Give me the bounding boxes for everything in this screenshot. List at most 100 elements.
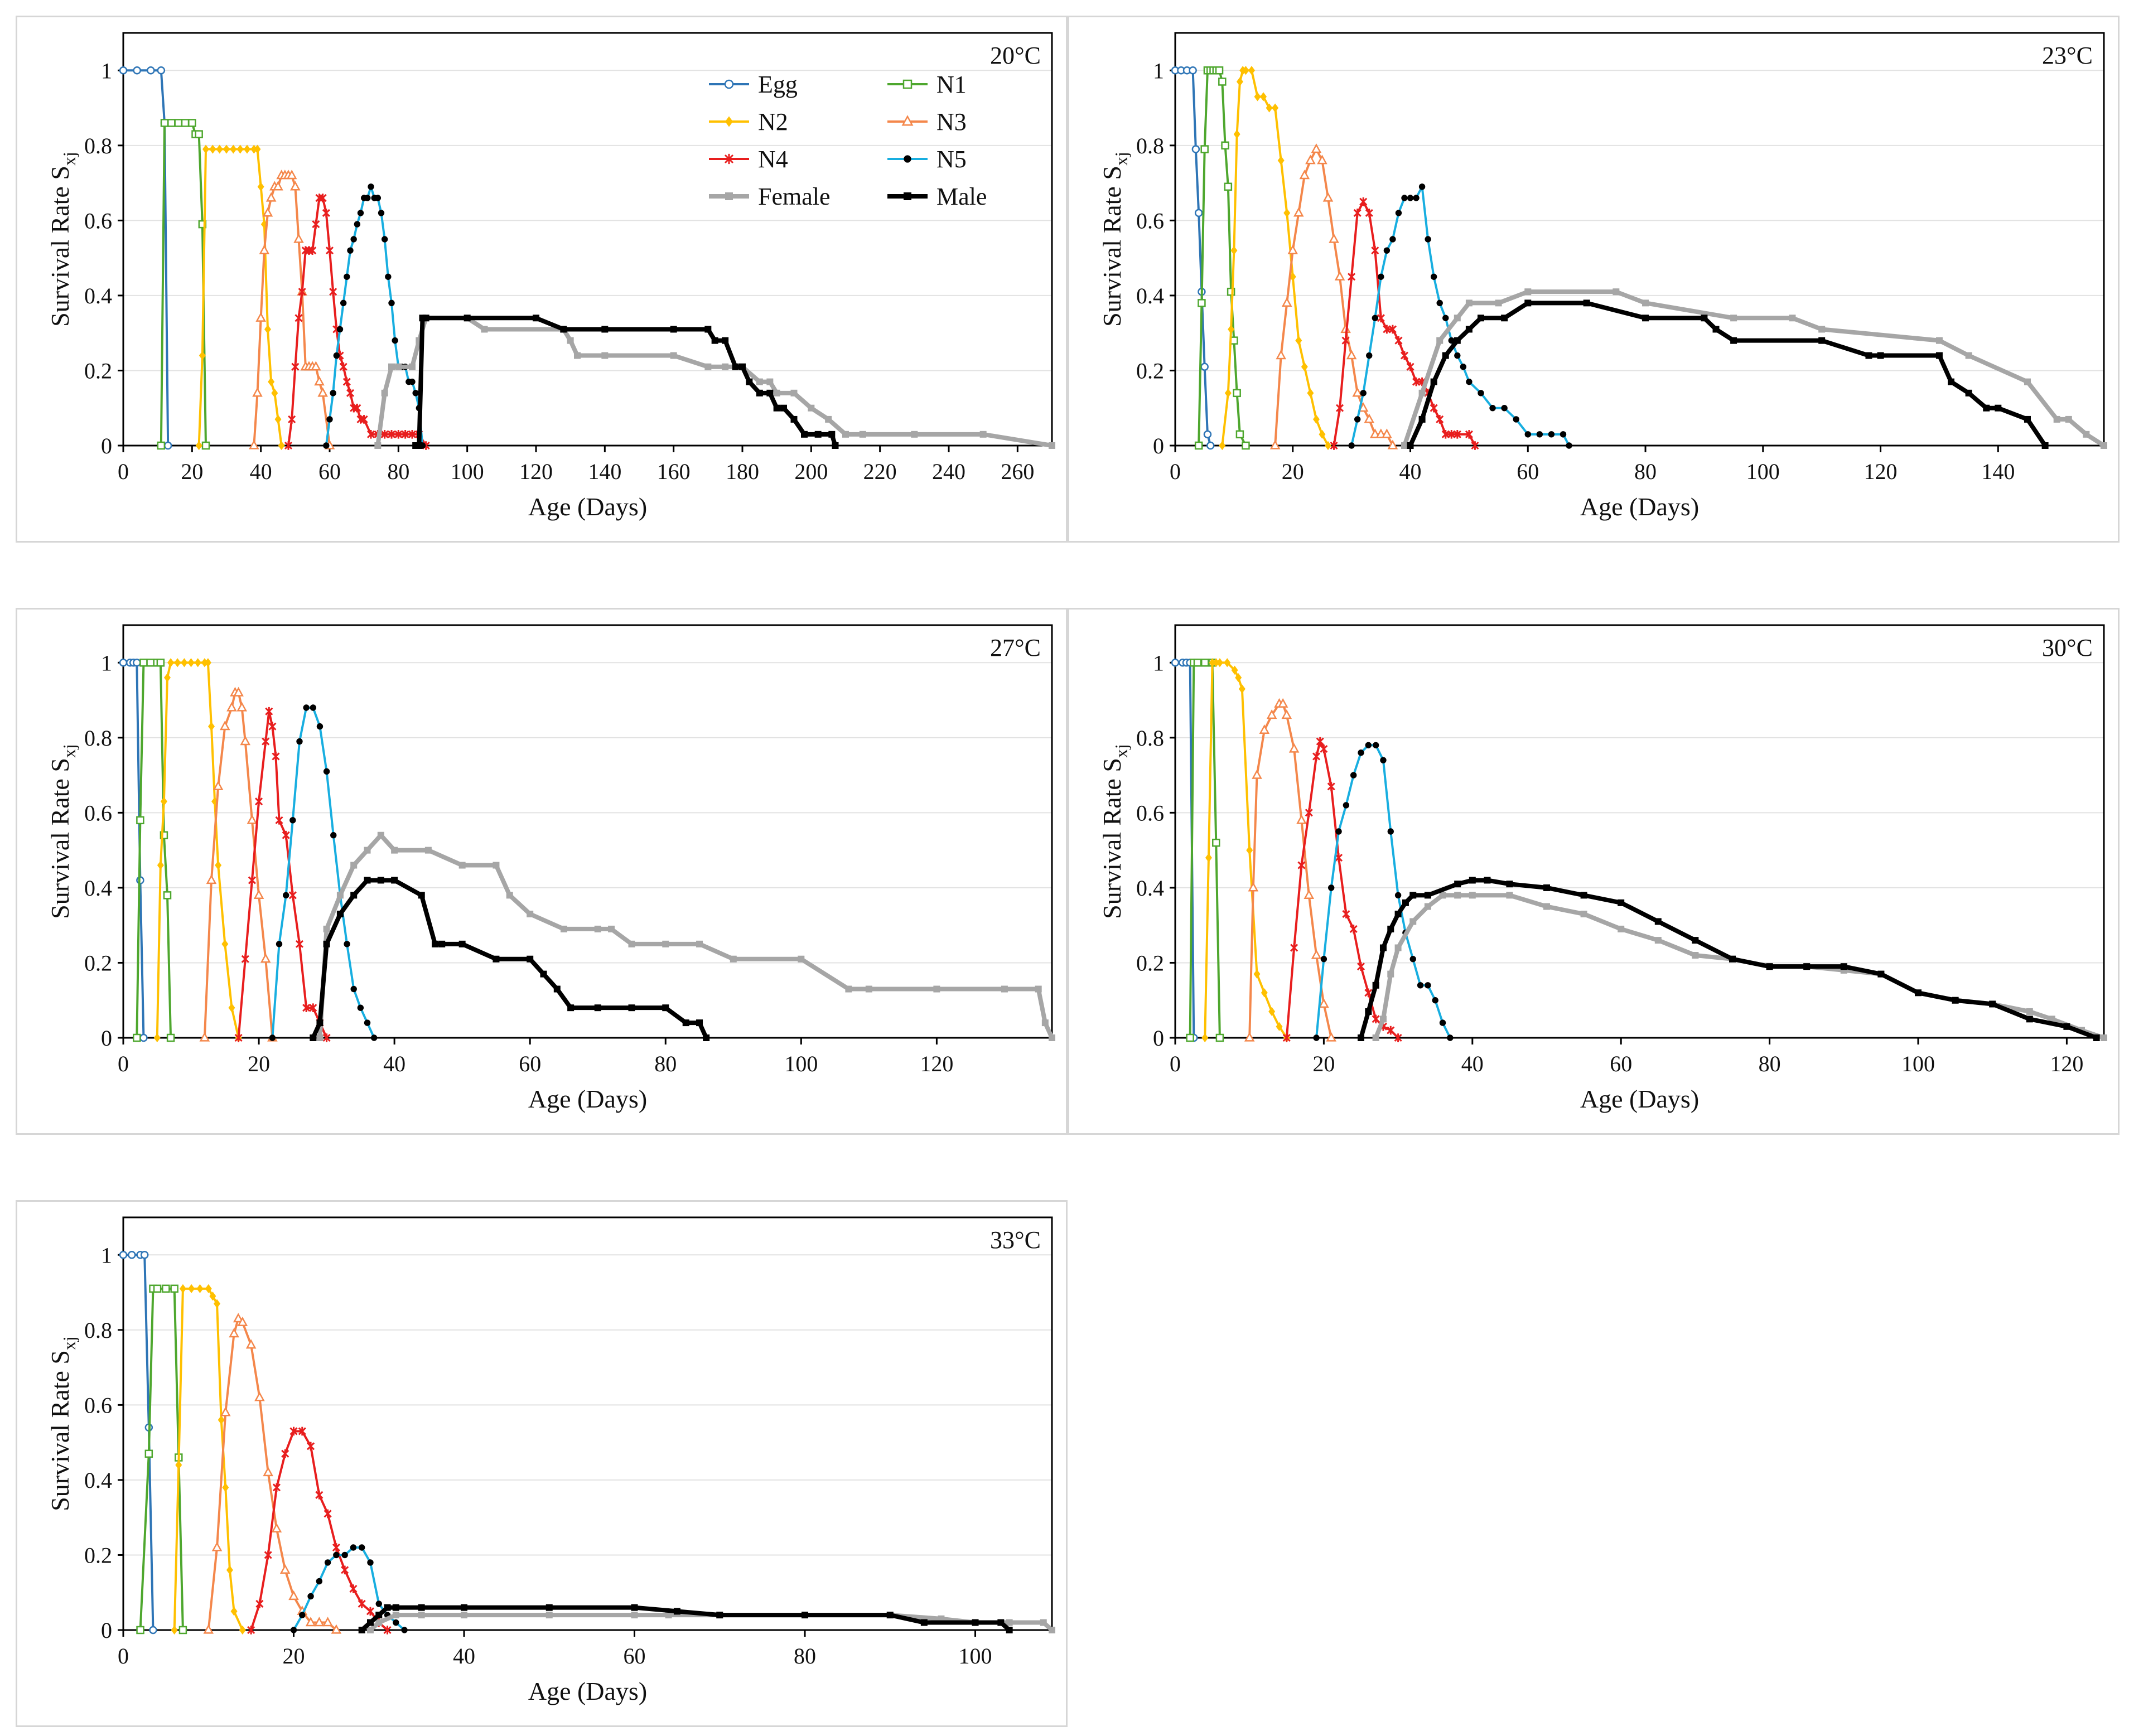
- x-tick-label: 100: [1746, 459, 1780, 484]
- y-tick-label: 1: [1153, 650, 1164, 675]
- data-point-male: [1965, 389, 1972, 396]
- data-point-female: [1654, 937, 1662, 944]
- data-point-n2: [1307, 388, 1314, 398]
- y-tick-label: 0.6: [84, 208, 112, 233]
- x-tick-label: 40: [383, 1051, 405, 1076]
- data-point-n4: [360, 415, 368, 424]
- data-point-female: [1469, 892, 1476, 899]
- data-point-n5: [1425, 236, 1431, 243]
- x-tick-label: 20: [248, 1051, 270, 1076]
- x-tick-label: 0: [118, 1643, 129, 1669]
- data-point-n2: [196, 1284, 204, 1293]
- legend-marker-n2: [725, 116, 733, 127]
- data-point-female: [1495, 299, 1502, 307]
- data-point-n5: [409, 378, 416, 385]
- y-tick-label: 0.4: [84, 876, 112, 901]
- chart-33c: 0 0.2 0.4 0.6 0.8 1 0 20 40 60 80 100 Age (Days) Surv…: [46, 1216, 1055, 1705]
- y-tick-label: 0.4: [84, 283, 112, 308]
- data-point-egg: [140, 1251, 149, 1259]
- data-point-male: [493, 955, 500, 963]
- series-line-female: [317, 833, 1054, 1039]
- series-line-male: [311, 878, 708, 1039]
- data-point-male: [662, 1004, 669, 1012]
- data-point-egg: [128, 1251, 136, 1259]
- data-point-n3: [1281, 709, 1292, 719]
- data-point-n2: [1231, 665, 1238, 675]
- data-point-female: [1049, 1034, 1055, 1041]
- data-point-egg: [147, 66, 155, 75]
- data-point-n2: [1253, 969, 1261, 979]
- y-tick-label: 0.8: [1136, 726, 1164, 751]
- data-point-n4: [255, 797, 263, 806]
- data-point-n5: [347, 247, 354, 254]
- data-point-n5: [307, 1593, 314, 1600]
- data-point-female: [670, 352, 677, 359]
- data-point-male: [1477, 315, 1484, 322]
- y-tick-label: 0: [101, 1026, 112, 1051]
- data-point-n5: [323, 442, 330, 449]
- data-point-male: [1712, 326, 1720, 333]
- data-point-n2: [223, 144, 230, 154]
- data-point-egg: [149, 1626, 157, 1635]
- data-point-female: [409, 363, 416, 370]
- data-point-n5: [364, 1019, 371, 1026]
- data-point-n3: [260, 953, 271, 963]
- series-n2: [171, 1284, 246, 1635]
- series-n1: [1194, 66, 1250, 450]
- data-point-male: [1524, 299, 1532, 307]
- y-tick-label: 0: [101, 1618, 112, 1643]
- data-point-n2: [204, 658, 211, 668]
- data-point-n1: [144, 1449, 153, 1458]
- data-point-n4: [282, 830, 290, 840]
- data-point-n3: [1299, 170, 1310, 180]
- series-n3: [199, 686, 278, 1042]
- x-tick-label: 100: [784, 1051, 818, 1076]
- series-line-n1: [139, 1287, 184, 1631]
- data-point-n4: [1305, 808, 1313, 818]
- data-point-female: [628, 940, 635, 947]
- data-point-n5: [290, 1627, 297, 1633]
- series-line-n3: [1248, 703, 1333, 1038]
- data-point-n2: [268, 377, 275, 386]
- data-point-n3: [271, 1522, 282, 1533]
- x-tick-label: 20: [1312, 1051, 1335, 1076]
- data-point-n2: [257, 182, 264, 191]
- data-point-female: [756, 378, 763, 385]
- series-n1: [157, 119, 210, 450]
- data-point-n5: [1378, 273, 1384, 280]
- data-point-n2: [1272, 103, 1279, 113]
- chart-panel-33c: 0 0.2 0.4 0.6 0.8 1 0 20 40 60 80 100 Age (Days) Surv…: [16, 1200, 1068, 1727]
- data-point-n1: [1221, 141, 1229, 150]
- data-point-n1: [163, 891, 172, 900]
- data-point-male: [920, 1619, 928, 1626]
- data-point-female: [2083, 431, 2090, 438]
- y-tick-label: 0.6: [84, 800, 112, 825]
- data-point-n5: [340, 299, 347, 307]
- data-point-n5: [1360, 390, 1367, 396]
- data-point-n2: [1236, 77, 1243, 86]
- data-point-n5: [1566, 442, 1572, 449]
- data-point-n5: [1313, 1034, 1320, 1041]
- data-point-female: [2048, 1016, 2055, 1023]
- data-point-female: [865, 985, 872, 993]
- x-tick-label: 80: [794, 1643, 816, 1669]
- data-point-female: [1465, 299, 1473, 307]
- data-point-n1: [166, 1033, 175, 1042]
- data-point-male: [601, 326, 609, 333]
- data-point-n3: [220, 1406, 231, 1416]
- data-point-n5: [1335, 828, 1342, 835]
- data-point-n2: [153, 1033, 161, 1043]
- data-point-female: [631, 1612, 638, 1619]
- data-point-male: [1877, 970, 1885, 978]
- data-point-male: [527, 955, 534, 963]
- data-point-n2: [1201, 1033, 1209, 1043]
- data-point-n5: [296, 738, 303, 745]
- data-point-female: [1789, 315, 1796, 322]
- series-male: [358, 1604, 1013, 1633]
- x-axis-title: Age (Days): [1580, 492, 1699, 521]
- y-tick-label: 0.4: [1136, 876, 1164, 901]
- data-point-n5: [282, 892, 289, 899]
- data-point-n5: [364, 195, 371, 201]
- data-point-female: [2101, 1034, 2107, 1041]
- legend-marker-n5: [904, 155, 911, 163]
